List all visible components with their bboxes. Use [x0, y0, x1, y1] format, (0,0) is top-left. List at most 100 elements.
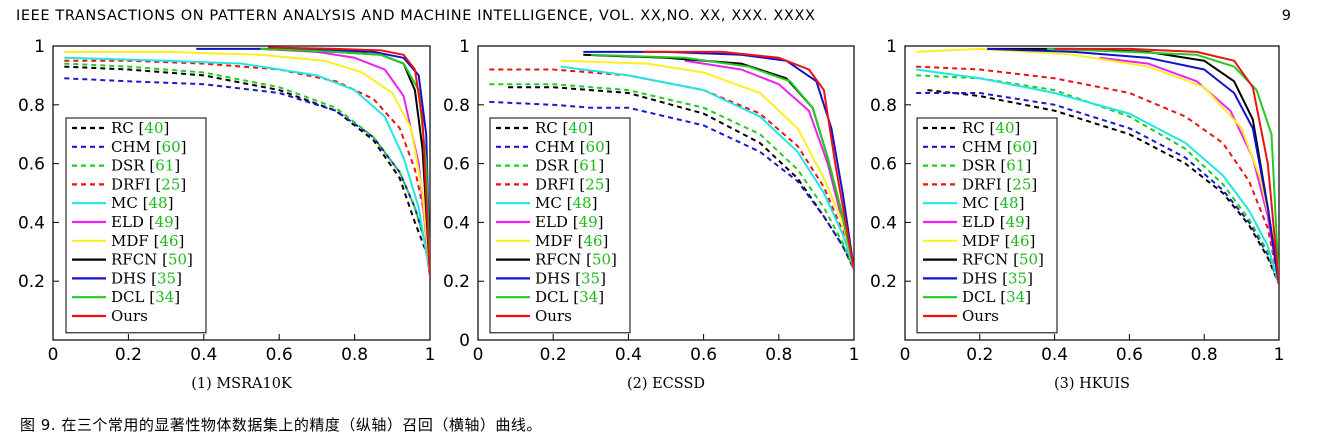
legend-bracket: ]: [180, 175, 186, 193]
y-tick-label: 1: [886, 37, 897, 57]
y-tick-label: 0.4: [870, 213, 897, 233]
legend-ref-number: 60: [586, 138, 605, 156]
legend-ref-number: 25: [1012, 175, 1031, 193]
series-line-chm: [916, 92, 1279, 285]
legend-entry-dcl: DCL [34]: [962, 288, 1031, 306]
legend-bracket: ]: [592, 194, 598, 212]
y-tick-label: 0.6: [18, 155, 45, 175]
legend-entry-chm: CHM [60]: [535, 138, 611, 156]
series-group: [916, 47, 1279, 285]
legend-bracket: ]: [1031, 175, 1037, 193]
legend-ref-number: 35: [157, 269, 176, 287]
legend-entry-dhs: DHS [35]: [962, 269, 1033, 287]
legend-bracket: ]: [164, 119, 170, 137]
legend-bracket: ]: [588, 119, 594, 137]
series-line-eld: [1099, 56, 1279, 285]
legend-bracket: [: [1002, 175, 1013, 193]
x-tick-label: 0.6: [266, 345, 293, 365]
legend-entry-eld: ELD [49]: [535, 213, 604, 231]
legend-label: RC: [962, 119, 985, 137]
legend-ref-number: 60: [1013, 138, 1032, 156]
x-tick-label: 0.4: [190, 345, 217, 365]
series-line-dcl: [590, 53, 854, 270]
legend-label: MDF: [111, 232, 149, 250]
running-header-title: IEEE TRANSACTIONS ON PATTERN ANALYSIS AN…: [16, 8, 816, 24]
legend-label: DSR: [535, 157, 569, 175]
legend-box: RC [40]CHM [60]DSR [61]DRFI [25]MC [48]E…: [916, 117, 1058, 334]
series-line-dcl: [1047, 47, 1279, 285]
legend-entry-dsr: DSR [61]: [962, 157, 1031, 175]
x-tick-label: 0.2: [115, 345, 142, 365]
legend-label: CHM: [962, 138, 1002, 156]
legend-label: Ours: [111, 307, 148, 325]
legend-bracket: [: [146, 269, 157, 287]
x-tick-label: 1: [1274, 345, 1285, 365]
legend-bracket: ]: [598, 213, 604, 231]
legend-entry-rc: RC [40]: [535, 119, 593, 137]
series-line-mdf: [64, 50, 430, 276]
legend-label: MC: [111, 194, 138, 212]
legend-bracket: ]: [600, 269, 606, 287]
legend-label: ELD: [535, 213, 568, 231]
legend-ref-number: 35: [1008, 269, 1027, 287]
legend-ref-number: 34: [579, 288, 598, 306]
legend-bracket: [: [149, 232, 160, 250]
legend-entry-eld: ELD [49]: [111, 213, 180, 231]
legend-bracket: ]: [174, 157, 180, 175]
series-line-dsr: [916, 74, 1279, 285]
x-tick-label: 0.8: [1191, 345, 1218, 365]
y-tick-label: 0.6: [443, 155, 470, 175]
legend-bracket: ]: [1025, 213, 1031, 231]
legend-entry-chm: CHM [60]: [962, 138, 1038, 156]
legend-bracket: [: [581, 251, 592, 269]
series-group: [489, 50, 854, 270]
legend-bracket: ]: [1030, 232, 1036, 250]
legend-bracket: ]: [168, 194, 174, 212]
series-line-mdf: [560, 59, 854, 270]
legend-bracket: [: [996, 157, 1007, 175]
x-tick-label: 0.2: [966, 345, 993, 365]
legend-entry-mc: MC [48]: [962, 194, 1024, 212]
series-line-chm: [489, 100, 854, 270]
legend-bracket: [: [151, 175, 162, 193]
legend-label: DCL: [111, 288, 145, 306]
series-line-dsr: [64, 62, 430, 276]
legend-ref-number: 40: [144, 119, 163, 137]
legend-bracket: [: [151, 138, 162, 156]
legend-entry-drfi: DRFI [25]: [111, 175, 186, 193]
legend-bracket: ]: [1027, 269, 1033, 287]
legend-ref-number: 61: [1006, 157, 1025, 175]
x-tick-label: 0.6: [1116, 345, 1143, 365]
y-tick-label: 0.4: [443, 213, 470, 233]
legend-entry-eld: ELD [49]: [962, 213, 1031, 231]
series-line-mc: [560, 65, 854, 270]
series-line-ours: [267, 46, 430, 276]
legend-ref-number: 35: [581, 269, 600, 287]
plot-area-frame: [904, 45, 1280, 341]
legend-label: MDF: [535, 232, 573, 250]
y-tick-label: 0.6: [870, 155, 897, 175]
legend-bracket: [: [995, 288, 1006, 306]
y-tick-label: 0.8: [18, 96, 45, 116]
legend-bracket: [: [569, 157, 580, 175]
legend-entry-mdf: MDF [46]: [962, 232, 1035, 250]
legend-label: DCL: [535, 288, 569, 306]
legend-ref-number: 25: [161, 175, 180, 193]
legend-bracket: ]: [605, 138, 611, 156]
legend-entry-dhs: DHS [35]: [111, 269, 182, 287]
legend-label: DHS: [535, 269, 570, 287]
legend-entry-dsr: DSR [61]: [111, 157, 180, 175]
legend-ref-number: 50: [1019, 251, 1038, 269]
legend-ref-number: 40: [995, 119, 1014, 137]
plot-area-frame: [477, 45, 855, 341]
legend-label: DSR: [111, 157, 145, 175]
legend-label: Ours: [535, 307, 572, 325]
x-tick-label: 1: [849, 345, 860, 365]
plot-area-frame: [52, 45, 431, 341]
legend-bracket: ]: [1032, 138, 1038, 156]
legend-entry-ours: Ours: [111, 307, 148, 325]
legend-label: DRFI: [962, 175, 1002, 193]
legend-bracket: ]: [1015, 119, 1021, 137]
